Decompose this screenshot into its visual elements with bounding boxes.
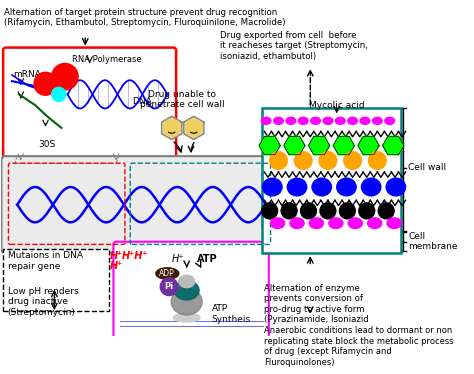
Circle shape <box>320 203 336 219</box>
Ellipse shape <box>348 117 357 125</box>
Ellipse shape <box>310 117 320 125</box>
Circle shape <box>281 203 297 219</box>
Text: ATP
Syntheis: ATP Syntheis <box>211 304 251 324</box>
Text: DNA: DNA <box>132 97 152 106</box>
FancyBboxPatch shape <box>1 156 279 253</box>
Circle shape <box>378 203 394 219</box>
Ellipse shape <box>290 218 304 229</box>
Text: mRNA: mRNA <box>13 70 41 79</box>
Circle shape <box>344 152 362 169</box>
Text: ADP: ADP <box>159 269 175 278</box>
Circle shape <box>185 119 202 137</box>
Ellipse shape <box>312 178 331 196</box>
Text: Cell wall: Cell wall <box>408 163 447 172</box>
Ellipse shape <box>156 268 179 279</box>
Bar <box>3 249 109 310</box>
Text: RNA Polymerase: RNA Polymerase <box>73 55 142 64</box>
FancyBboxPatch shape <box>113 242 269 351</box>
Polygon shape <box>383 137 404 155</box>
Text: H⁺: H⁺ <box>110 261 123 271</box>
Polygon shape <box>309 137 330 155</box>
Circle shape <box>160 278 178 295</box>
Ellipse shape <box>329 218 343 229</box>
Polygon shape <box>259 137 280 155</box>
Circle shape <box>368 152 386 169</box>
Text: Mycolic acid: Mycolic acid <box>309 101 365 110</box>
Ellipse shape <box>386 178 406 196</box>
Text: Pi: Pi <box>164 282 173 291</box>
Ellipse shape <box>287 178 307 196</box>
Text: H⁺: H⁺ <box>110 251 123 261</box>
Text: Alternation of target protein structure prevent drug recognition
(Rifamycin, Eth: Alternation of target protein structure … <box>4 8 285 27</box>
Text: H⁺H⁺: H⁺H⁺ <box>122 251 149 261</box>
Ellipse shape <box>179 275 195 288</box>
Ellipse shape <box>387 218 401 229</box>
Text: Cell
membrane: Cell membrane <box>408 232 458 251</box>
Ellipse shape <box>271 218 285 229</box>
Text: Low pH renders
drug inactive
(Streptomycin): Low pH renders drug inactive (Streptomyc… <box>8 287 78 316</box>
Text: Mutaions in DNA
repair gene: Mutaions in DNA repair gene <box>8 251 82 271</box>
Circle shape <box>34 72 57 95</box>
Circle shape <box>52 64 78 90</box>
Text: Drug unable to
penetrate cell wall: Drug unable to penetrate cell wall <box>140 90 225 109</box>
Ellipse shape <box>337 178 356 196</box>
Ellipse shape <box>173 313 200 322</box>
Ellipse shape <box>373 117 382 125</box>
Ellipse shape <box>273 117 283 125</box>
Ellipse shape <box>362 178 381 196</box>
Circle shape <box>262 203 278 219</box>
Ellipse shape <box>298 117 308 125</box>
Circle shape <box>339 203 356 219</box>
Ellipse shape <box>263 178 282 196</box>
Circle shape <box>163 119 181 137</box>
Polygon shape <box>284 137 305 155</box>
Polygon shape <box>358 137 379 155</box>
Text: Anaerobic conditions lead to dormant or non
replicating state block the metaboli: Anaerobic conditions lead to dormant or … <box>264 327 454 367</box>
FancyBboxPatch shape <box>3 47 176 159</box>
Ellipse shape <box>174 280 199 300</box>
Ellipse shape <box>310 218 323 229</box>
Circle shape <box>359 203 374 219</box>
Circle shape <box>52 87 66 101</box>
Text: 30S: 30S <box>38 140 56 149</box>
Ellipse shape <box>385 117 394 125</box>
Ellipse shape <box>323 117 333 125</box>
Text: ATP: ATP <box>197 254 218 264</box>
Ellipse shape <box>348 218 362 229</box>
Ellipse shape <box>368 218 382 229</box>
Ellipse shape <box>336 117 345 125</box>
Bar <box>262 108 401 253</box>
Text: Drug exported from cell  before
it reacheses target (Streptomycin,
isoniazid, et: Drug exported from cell before it reache… <box>220 31 368 61</box>
Circle shape <box>301 203 317 219</box>
Circle shape <box>319 152 337 169</box>
Circle shape <box>294 152 312 169</box>
Ellipse shape <box>171 288 202 315</box>
Text: Alternation of enzyme
prevents conversion of
pro-drug to active form
(Pyrazinami: Alternation of enzyme prevents conversio… <box>264 284 369 324</box>
Ellipse shape <box>360 117 370 125</box>
Circle shape <box>270 152 287 169</box>
Ellipse shape <box>286 117 296 125</box>
Ellipse shape <box>261 117 271 125</box>
Text: H⁺: H⁺ <box>172 254 184 264</box>
Polygon shape <box>333 137 355 155</box>
